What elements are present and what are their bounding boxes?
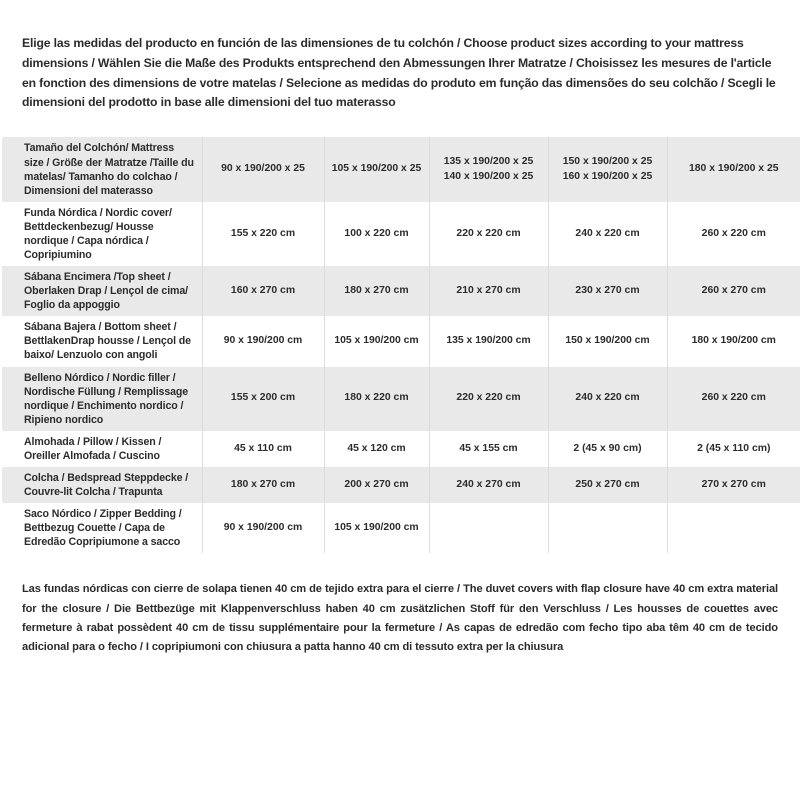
cell-value: 180 x 190/200 cm bbox=[666, 316, 800, 367]
row-label-pillow: Almohada / Pillow / Kissen / Oreiller Al… bbox=[2, 430, 203, 467]
row-label-nordic-cover: Funda Nórdica / Nordic cover/ Bettdecken… bbox=[2, 201, 203, 267]
cell-value: 220 x 220 cm bbox=[428, 201, 549, 267]
table-row: Saco Nórdico / Zipper Bedding / Bettbezu… bbox=[2, 503, 800, 554]
table-header-row: Tamaño del Colchón/ Mattress size / Größ… bbox=[2, 137, 800, 202]
footer-note: Las fundas nórdicas con cierre de solapa… bbox=[22, 583, 778, 653]
cell-value: 250 x 270 cm bbox=[547, 467, 668, 504]
cell-value: 180 x 270 cm bbox=[323, 266, 430, 317]
cell-value: 105 x 190/200 cm bbox=[323, 503, 430, 554]
cell-value: 180 x 270 cm bbox=[201, 467, 325, 504]
cell-value: 90 x 190/200 cm bbox=[201, 316, 325, 367]
row-label-bottom-sheet: Sábana Bajera / Bottom sheet / Bettlaken… bbox=[2, 316, 203, 367]
cell-value: 155 x 220 cm bbox=[201, 201, 325, 267]
cell-value: 100 x 220 cm bbox=[323, 201, 430, 267]
table-row: Sábana Bajera / Bottom sheet / Bettlaken… bbox=[2, 316, 800, 367]
cell-value: 150 x 190/200 cm bbox=[547, 316, 668, 367]
header-size-4: 150 x 190/200 x 25 160 x 190/200 x 25 bbox=[547, 137, 668, 202]
cell-value bbox=[428, 503, 549, 554]
row-label-nordic-filler: Belleno Nórdico / Nordic filler / Nordis… bbox=[2, 366, 203, 431]
cell-value: 155 x 200 cm bbox=[201, 366, 325, 431]
cell-value: 230 x 270 cm bbox=[547, 266, 668, 317]
cell-value: 260 x 270 cm bbox=[666, 266, 800, 317]
header-size-5: 180 x 190/200 x 25 bbox=[666, 137, 800, 202]
cell-value: 210 x 270 cm bbox=[428, 266, 549, 317]
cell-value: 200 x 270 cm bbox=[323, 467, 430, 504]
table-row: Sábana Encimera /Top sheet / Oberlaken D… bbox=[2, 266, 800, 317]
table-row: Almohada / Pillow / Kissen / Oreiller Al… bbox=[2, 430, 800, 467]
cell-value: 220 x 220 cm bbox=[428, 366, 549, 431]
cell-value bbox=[666, 503, 800, 554]
cell-value: 90 x 190/200 cm bbox=[201, 503, 325, 554]
cell-value: 180 x 220 cm bbox=[323, 366, 430, 431]
cell-value: 240 x 220 cm bbox=[547, 366, 668, 431]
header-size-1: 90 x 190/200 x 25 bbox=[201, 137, 325, 202]
cell-value: 2 (45 x 90 cm) bbox=[547, 430, 668, 467]
cell-value: 240 x 220 cm bbox=[547, 201, 668, 267]
row-label-top-sheet: Sábana Encimera /Top sheet / Oberlaken D… bbox=[2, 266, 203, 317]
mattress-size-table: Tamaño del Colchón/ Mattress size / Größ… bbox=[2, 137, 800, 554]
cell-value: 45 x 120 cm bbox=[323, 430, 430, 467]
cell-value: 260 x 220 cm bbox=[666, 366, 800, 431]
cell-value: 160 x 270 cm bbox=[201, 266, 325, 317]
cell-value: 240 x 270 cm bbox=[428, 467, 549, 504]
cell-value: 45 x 155 cm bbox=[428, 430, 549, 467]
cell-value: 260 x 220 cm bbox=[666, 201, 800, 267]
header-label-mattress-size: Tamaño del Colchón/ Mattress size / Größ… bbox=[2, 137, 203, 202]
row-label-zipper-bedding: Saco Nórdico / Zipper Bedding / Bettbezu… bbox=[2, 503, 203, 554]
cell-value bbox=[547, 503, 668, 554]
cell-value: 45 x 110 cm bbox=[201, 430, 325, 467]
cell-value: 105 x 190/200 cm bbox=[323, 316, 430, 367]
header-size-3: 135 x 190/200 x 25 140 x 190/200 x 25 bbox=[428, 137, 549, 202]
intro-paragraph: Elige las medidas del producto en funció… bbox=[22, 36, 776, 110]
cell-value: 135 x 190/200 cm bbox=[428, 316, 549, 367]
cell-value: 2 (45 x 110 cm) bbox=[666, 430, 800, 467]
cell-value: 270 x 270 cm bbox=[666, 467, 800, 504]
table-row: Belleno Nórdico / Nordic filler / Nordis… bbox=[2, 366, 800, 431]
row-label-bedspread: Colcha / Bedspread Steppdecke / Couvre-l… bbox=[2, 467, 203, 504]
table-row: Funda Nórdica / Nordic cover/ Bettdecken… bbox=[2, 201, 800, 267]
table-row: Colcha / Bedspread Steppdecke / Couvre-l… bbox=[2, 467, 800, 504]
size-table-container: Tamaño del Colchón/ Mattress size / Größ… bbox=[0, 137, 800, 554]
header-size-2: 105 x 190/200 x 25 bbox=[323, 137, 430, 202]
